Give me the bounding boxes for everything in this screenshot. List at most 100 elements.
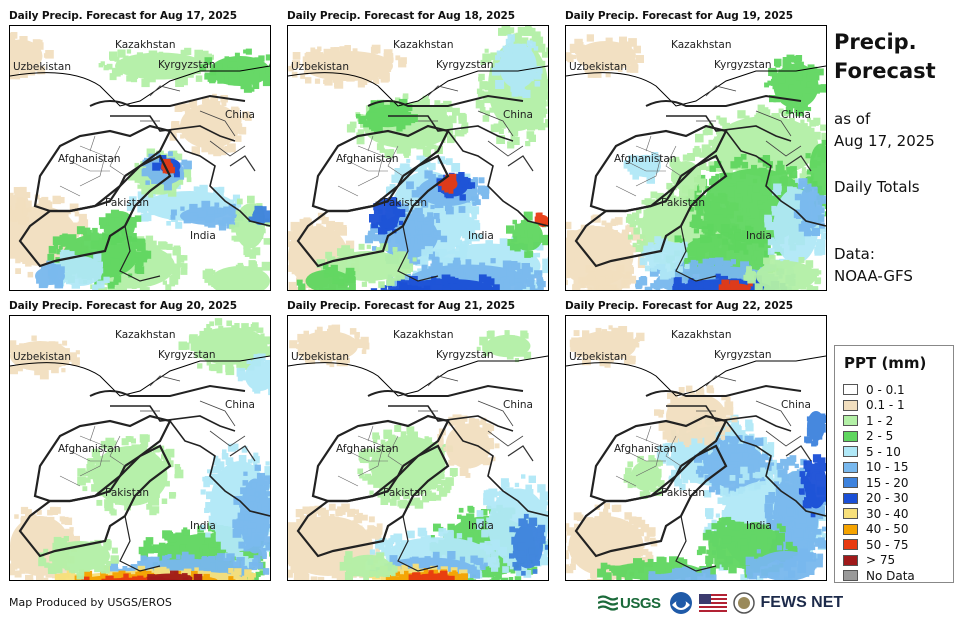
country-label-kazakhstan: Kazakhstan [115,329,176,341]
legend-swatch [843,539,858,550]
precip-area [476,330,532,363]
country-label-kyrgyzstan: Kyrgyzstan [714,349,772,361]
precip-area [798,454,826,518]
legend-label: 15 - 20 [866,475,909,490]
panel-title: Daily Precip. Forecast for Aug 18, 2025 [287,10,515,22]
legend-item: 40 - 50 [843,522,909,537]
precip-area [10,186,32,226]
map-canvas: Kazakhstan Uzbekistan Kyrgyzstan China Afgha… [10,318,270,580]
legend-label: 1 - 2 [866,413,894,428]
legend-label: 10 - 15 [866,460,909,474]
precip-map: Kazakhstan Uzbekistan Kyrgyzstan China Afgha… [565,25,827,291]
legend-item: 2 - 5 [843,429,893,444]
precip-map: Kazakhstan Uzbekistan Kyrgyzstan China Afgha… [565,315,827,581]
country-label-india: India [746,520,772,532]
map-canvas: Kazakhstan Uzbekistan Kyrgyzstan China Afgha… [288,26,548,290]
legend-swatch [843,430,858,442]
map-credit: Map Produced by USGS/EROS [9,596,172,609]
legend-label: 0.1 - 1 [866,398,905,412]
country-label-pakistan: Pakistan [661,487,705,499]
precip-area [232,464,270,566]
legend-title: PPT (mm) [844,354,927,372]
precip-area [506,211,548,258]
precip-area [654,385,738,448]
country-label-kazakhstan: Kazakhstan [393,329,454,341]
country-label-china: China [225,109,255,121]
country-label-china: China [503,109,533,121]
country-label-china: China [225,399,255,411]
precip-area [339,551,398,580]
fews-net-logo: FEWS NET [760,594,844,611]
country-label-pakistan: Pakistan [383,487,427,499]
legend-swatch [843,399,858,411]
map-canvas: Kazakhstan Uzbekistan Kyrgyzstan China Afgha… [10,32,270,290]
panel-title: Daily Precip. Forecast for Aug 20, 2025 [9,300,237,312]
country-label-india: India [468,230,494,242]
precip-map: Kazakhstan Uzbekistan Kyrgyzstan China Afgha… [287,315,549,581]
precip-area [408,570,455,580]
panel-title: Daily Precip. Forecast for Aug 21, 2025 [287,300,515,312]
precip-area [648,566,717,580]
us-flag-icon [698,594,727,612]
legend-label: 20 - 30 [866,491,909,505]
usgs-logo-text: USGS [620,594,661,612]
legend-item: 0.1 - 1 [843,398,905,413]
precip-area [296,264,356,290]
precip-area [147,570,203,580]
country-label-kazakhstan: Kazakhstan [115,39,176,51]
country-label-kyrgyzstan: Kyrgyzstan [436,59,494,71]
country-label-uzbekistan: Uzbekistan [13,61,71,73]
precip-map: Kazakhstan Uzbekistan Kyrgyzstan China Afgha… [287,25,549,291]
as-of-value: Aug 17, 2025 [834,132,935,150]
map-canvas: Kazakhstan Uzbekistan Kyrgyzstan China Afgha… [288,324,548,580]
country-label-china: China [503,399,533,411]
legend-label: 0 - 0.1 [866,382,905,397]
noaa-logo-icon [669,592,692,614]
legend-item: 30 - 40 [843,506,909,521]
country-label-pakistan: Pakistan [105,197,149,209]
legend-label: 40 - 50 [866,522,909,536]
country-label-uzbekistan: Uzbekistan [569,351,627,363]
precip-area [623,152,661,184]
country-label-india: India [746,230,772,242]
heading-line-1: Precip. [834,30,917,54]
legend-item: > 75 [843,553,895,568]
country-label-uzbekistan: Uzbekistan [13,351,71,363]
logos: USGS FEWS NET [598,590,843,616]
precip-area [289,324,370,368]
legend-label: No Data [866,568,915,583]
legend-label: 30 - 40 [866,506,909,521]
precip-area [743,254,822,290]
precip-area [35,260,65,289]
precip-area [805,139,826,196]
legend-item: 10 - 15 [843,460,909,475]
precip-area [38,536,119,580]
legend-item: 20 - 30 [843,491,909,506]
forecast-heading: Precip. Forecast [834,28,936,86]
precip-map: Kazakhstan Uzbekistan Kyrgyzstan China Afgha… [9,315,271,581]
precip-area [288,44,407,89]
state-dept-seal-icon [732,592,755,614]
legend-swatch [843,415,858,426]
legend-swatch [843,554,858,566]
country-label-pakistan: Pakistan [661,197,705,209]
precip-area [764,54,826,117]
legend-label: 50 - 75 [866,537,909,552]
legend-swatch [843,446,858,457]
country-label-afghanistan: Afghanistan [614,153,677,165]
legend-swatch [843,523,858,535]
as-of-date: as of Aug 17, 2025 [834,108,935,152]
country-label-pakistan: Pakistan [105,487,149,499]
precip-area [566,34,644,78]
country-label-india: India [190,520,216,532]
data-source-label: Data: [834,245,875,263]
legend-swatch [843,570,858,581]
daily-totals-label: Daily Totals [834,178,920,196]
legend-item: 50 - 75 [843,537,909,552]
legend-item: 15 - 20 [843,475,909,490]
map-canvas: Kazakhstan Uzbekistan Kyrgyzstan China Afgha… [566,34,826,290]
legend-swatch [843,492,858,504]
precip-area [98,47,217,88]
precip-area [696,516,798,578]
